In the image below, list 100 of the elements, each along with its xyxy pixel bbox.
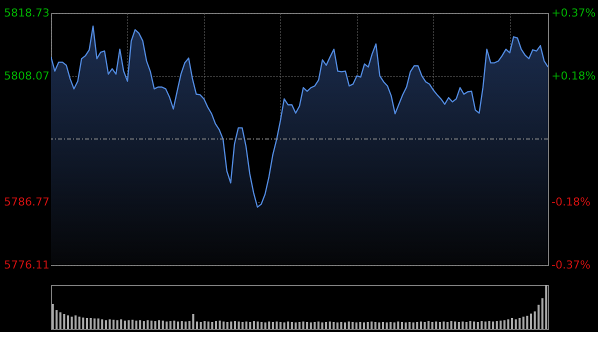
bar (412, 322, 414, 329)
bar (424, 322, 426, 329)
bar (242, 322, 244, 329)
bar (314, 322, 316, 329)
bar (52, 304, 54, 329)
bar (510, 318, 514, 329)
bar (264, 322, 266, 329)
bar (104, 320, 107, 329)
bar (120, 319, 122, 329)
y2-tick-label: -0.18% (552, 196, 590, 208)
bar (321, 322, 324, 329)
bar (465, 322, 468, 329)
bar (249, 322, 252, 329)
bar (222, 322, 225, 329)
y2-tick-label: +0.37% (552, 6, 596, 20)
bar (514, 319, 517, 329)
bar (234, 321, 236, 329)
bar (404, 322, 407, 329)
bar (359, 322, 362, 329)
bar (112, 320, 115, 329)
bar (116, 320, 118, 329)
bar (230, 322, 232, 329)
bar (66, 315, 70, 329)
bar (302, 322, 304, 329)
bar (462, 322, 464, 329)
bar (355, 322, 358, 329)
bar (393, 322, 396, 329)
bar (211, 322, 214, 329)
bar (438, 322, 441, 329)
bar (408, 322, 411, 329)
bar (374, 322, 376, 329)
bar (503, 320, 506, 329)
bar (101, 319, 104, 329)
bar (207, 322, 210, 329)
bar (370, 322, 373, 329)
bar (63, 314, 66, 329)
bar (526, 316, 528, 329)
bar (177, 322, 180, 329)
bar (283, 322, 286, 329)
bar (386, 322, 388, 329)
bar (325, 322, 328, 329)
bar (458, 322, 460, 329)
bar (340, 322, 342, 329)
bar (154, 321, 156, 329)
y2-tick-label: -0.37% (552, 258, 590, 272)
bar (420, 322, 422, 329)
bar (252, 321, 255, 329)
bar (298, 322, 301, 329)
bar (390, 322, 392, 329)
bar (238, 322, 240, 329)
bar (268, 322, 270, 329)
bar (276, 322, 278, 329)
bar (287, 322, 290, 329)
bar (128, 320, 130, 329)
bar (446, 322, 449, 329)
bar (142, 321, 145, 329)
bar (124, 320, 126, 329)
bar (226, 322, 228, 329)
bar (442, 322, 445, 329)
bar (348, 322, 350, 329)
y-tick-label: 5776.11 (4, 258, 50, 272)
bar (435, 322, 438, 329)
bar (454, 322, 456, 329)
bar (204, 321, 206, 329)
y2-tick-label: +0.18% (552, 70, 596, 82)
bar (82, 318, 84, 329)
bar (180, 321, 183, 329)
bar (306, 322, 308, 329)
bar (382, 322, 384, 329)
bar (135, 320, 138, 329)
bar (476, 322, 479, 329)
bar (500, 320, 502, 329)
bar (290, 322, 293, 329)
bar (272, 322, 274, 329)
y-tick-label: 5818.73 (4, 6, 50, 20)
bar (97, 318, 100, 329)
bar (428, 321, 430, 329)
bar (294, 322, 297, 329)
bar (336, 322, 338, 329)
bar (450, 321, 452, 329)
bar (146, 320, 149, 329)
bar (344, 322, 346, 329)
bar (279, 322, 282, 329)
bar (522, 316, 524, 329)
bar (492, 322, 494, 329)
bar (74, 315, 77, 329)
bar (317, 322, 320, 329)
bar (78, 316, 80, 329)
bar (378, 322, 380, 329)
bar (518, 318, 521, 329)
bar (480, 321, 483, 329)
bar (214, 321, 218, 329)
bar (184, 322, 187, 329)
bar (192, 314, 194, 329)
y-tick-label: 5808.07 (4, 70, 50, 83)
bar (108, 319, 111, 329)
bar (94, 318, 96, 329)
bar (150, 320, 153, 329)
bar (218, 320, 221, 329)
bar (530, 314, 532, 329)
